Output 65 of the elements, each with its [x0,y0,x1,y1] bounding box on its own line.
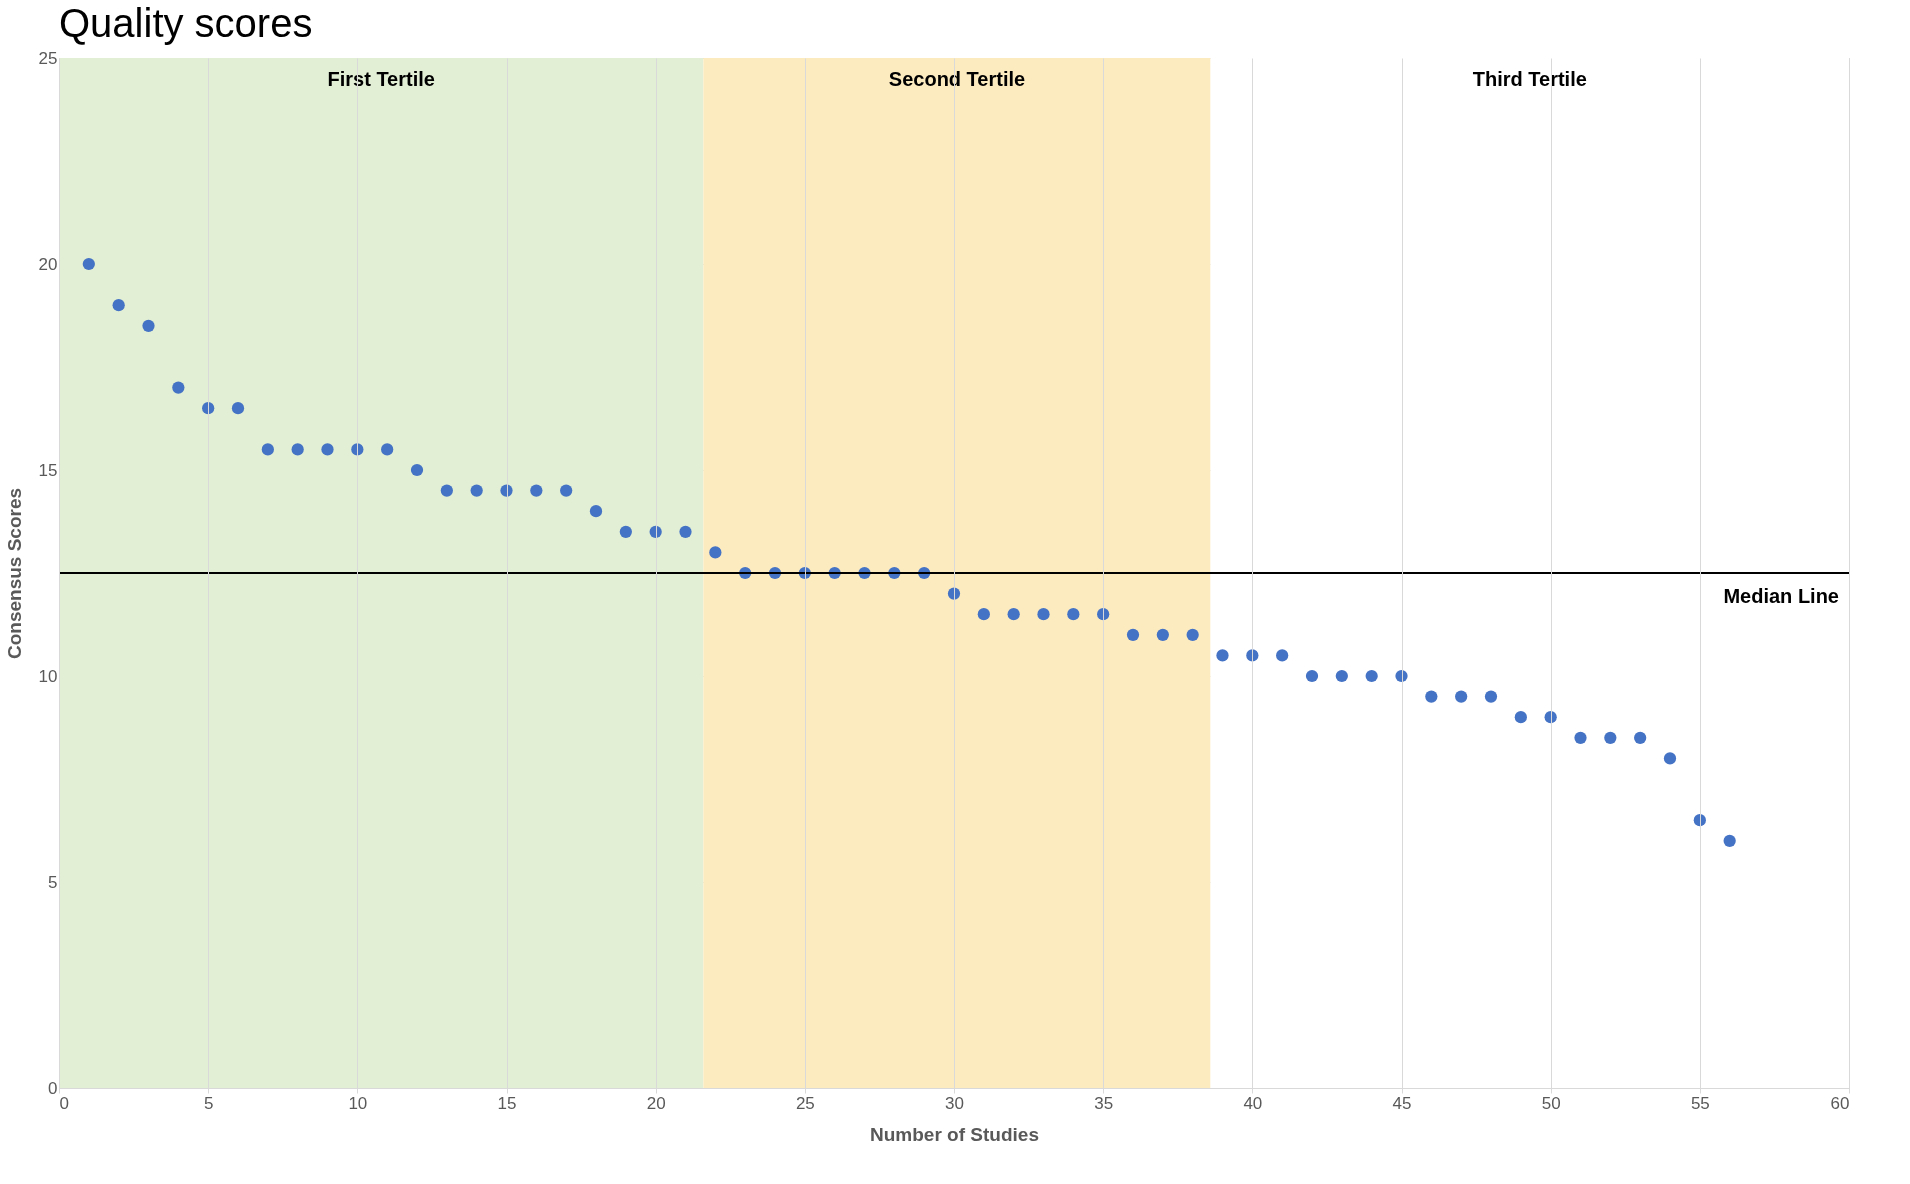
x-tick-label: 45 [1392,1093,1412,1113]
point [560,484,573,497]
y-tick-label: 10 [38,666,58,686]
point [82,257,95,271]
point [261,443,274,456]
x-tick-label: 20 [646,1093,666,1113]
point [1723,834,1736,847]
y-tick-label: 0 [48,1078,58,1098]
band-label: Second Tertile [888,68,1026,90]
x-tick-label: 25 [795,1093,815,1113]
x-tick-label: 35 [1094,1093,1114,1113]
x-tick-label: 40 [1243,1093,1263,1113]
point [1365,669,1378,683]
point [1604,731,1617,744]
point [1455,690,1468,703]
y-tick-label: 25 [38,48,58,68]
y-axis-title: Consensus Scores [3,487,25,660]
point [1007,608,1020,621]
band-label: Third Tertile [1472,68,1587,90]
x-tick-label: 55 [1690,1093,1710,1113]
point [1126,628,1140,641]
point [1037,608,1050,621]
point [589,505,603,518]
point [1186,628,1199,641]
point [172,381,185,394]
point [679,525,692,538]
point [231,402,245,415]
point [1484,690,1498,703]
point [470,484,483,497]
point [1216,649,1229,662]
point [1693,814,1706,827]
ref-line-label: Median Line [1723,585,1839,607]
point [381,443,394,456]
point [530,484,543,497]
x-tick-label: 15 [497,1093,517,1113]
x-tick-label: 30 [945,1093,964,1113]
point [1067,608,1080,621]
point [1276,649,1289,662]
y-tick-label: 15 [38,460,58,480]
chart-title: Quality scores [59,1,313,45]
point [619,525,632,538]
point [142,319,155,332]
point [112,299,125,312]
point [1305,669,1319,683]
x-tick-label: 5 [203,1093,214,1113]
x-tick-label: 10 [348,1093,368,1113]
band-label: First Tertile [327,68,435,90]
y-tick-label: 20 [38,254,58,274]
point [709,546,722,559]
point [321,443,334,456]
point [1514,711,1527,724]
point [1634,731,1647,744]
point [1663,752,1677,765]
x-tick-label: 60 [1830,1093,1850,1113]
point [1574,731,1587,744]
x-axis-title: Number of Studies [870,1123,1039,1145]
point [410,463,424,477]
point [1425,690,1438,703]
point [977,608,990,621]
y-tick-label: 5 [48,872,58,892]
point [1156,628,1169,641]
point [291,443,304,456]
point [440,484,453,497]
x-tick-label: 50 [1541,1093,1561,1113]
point [1335,669,1348,683]
